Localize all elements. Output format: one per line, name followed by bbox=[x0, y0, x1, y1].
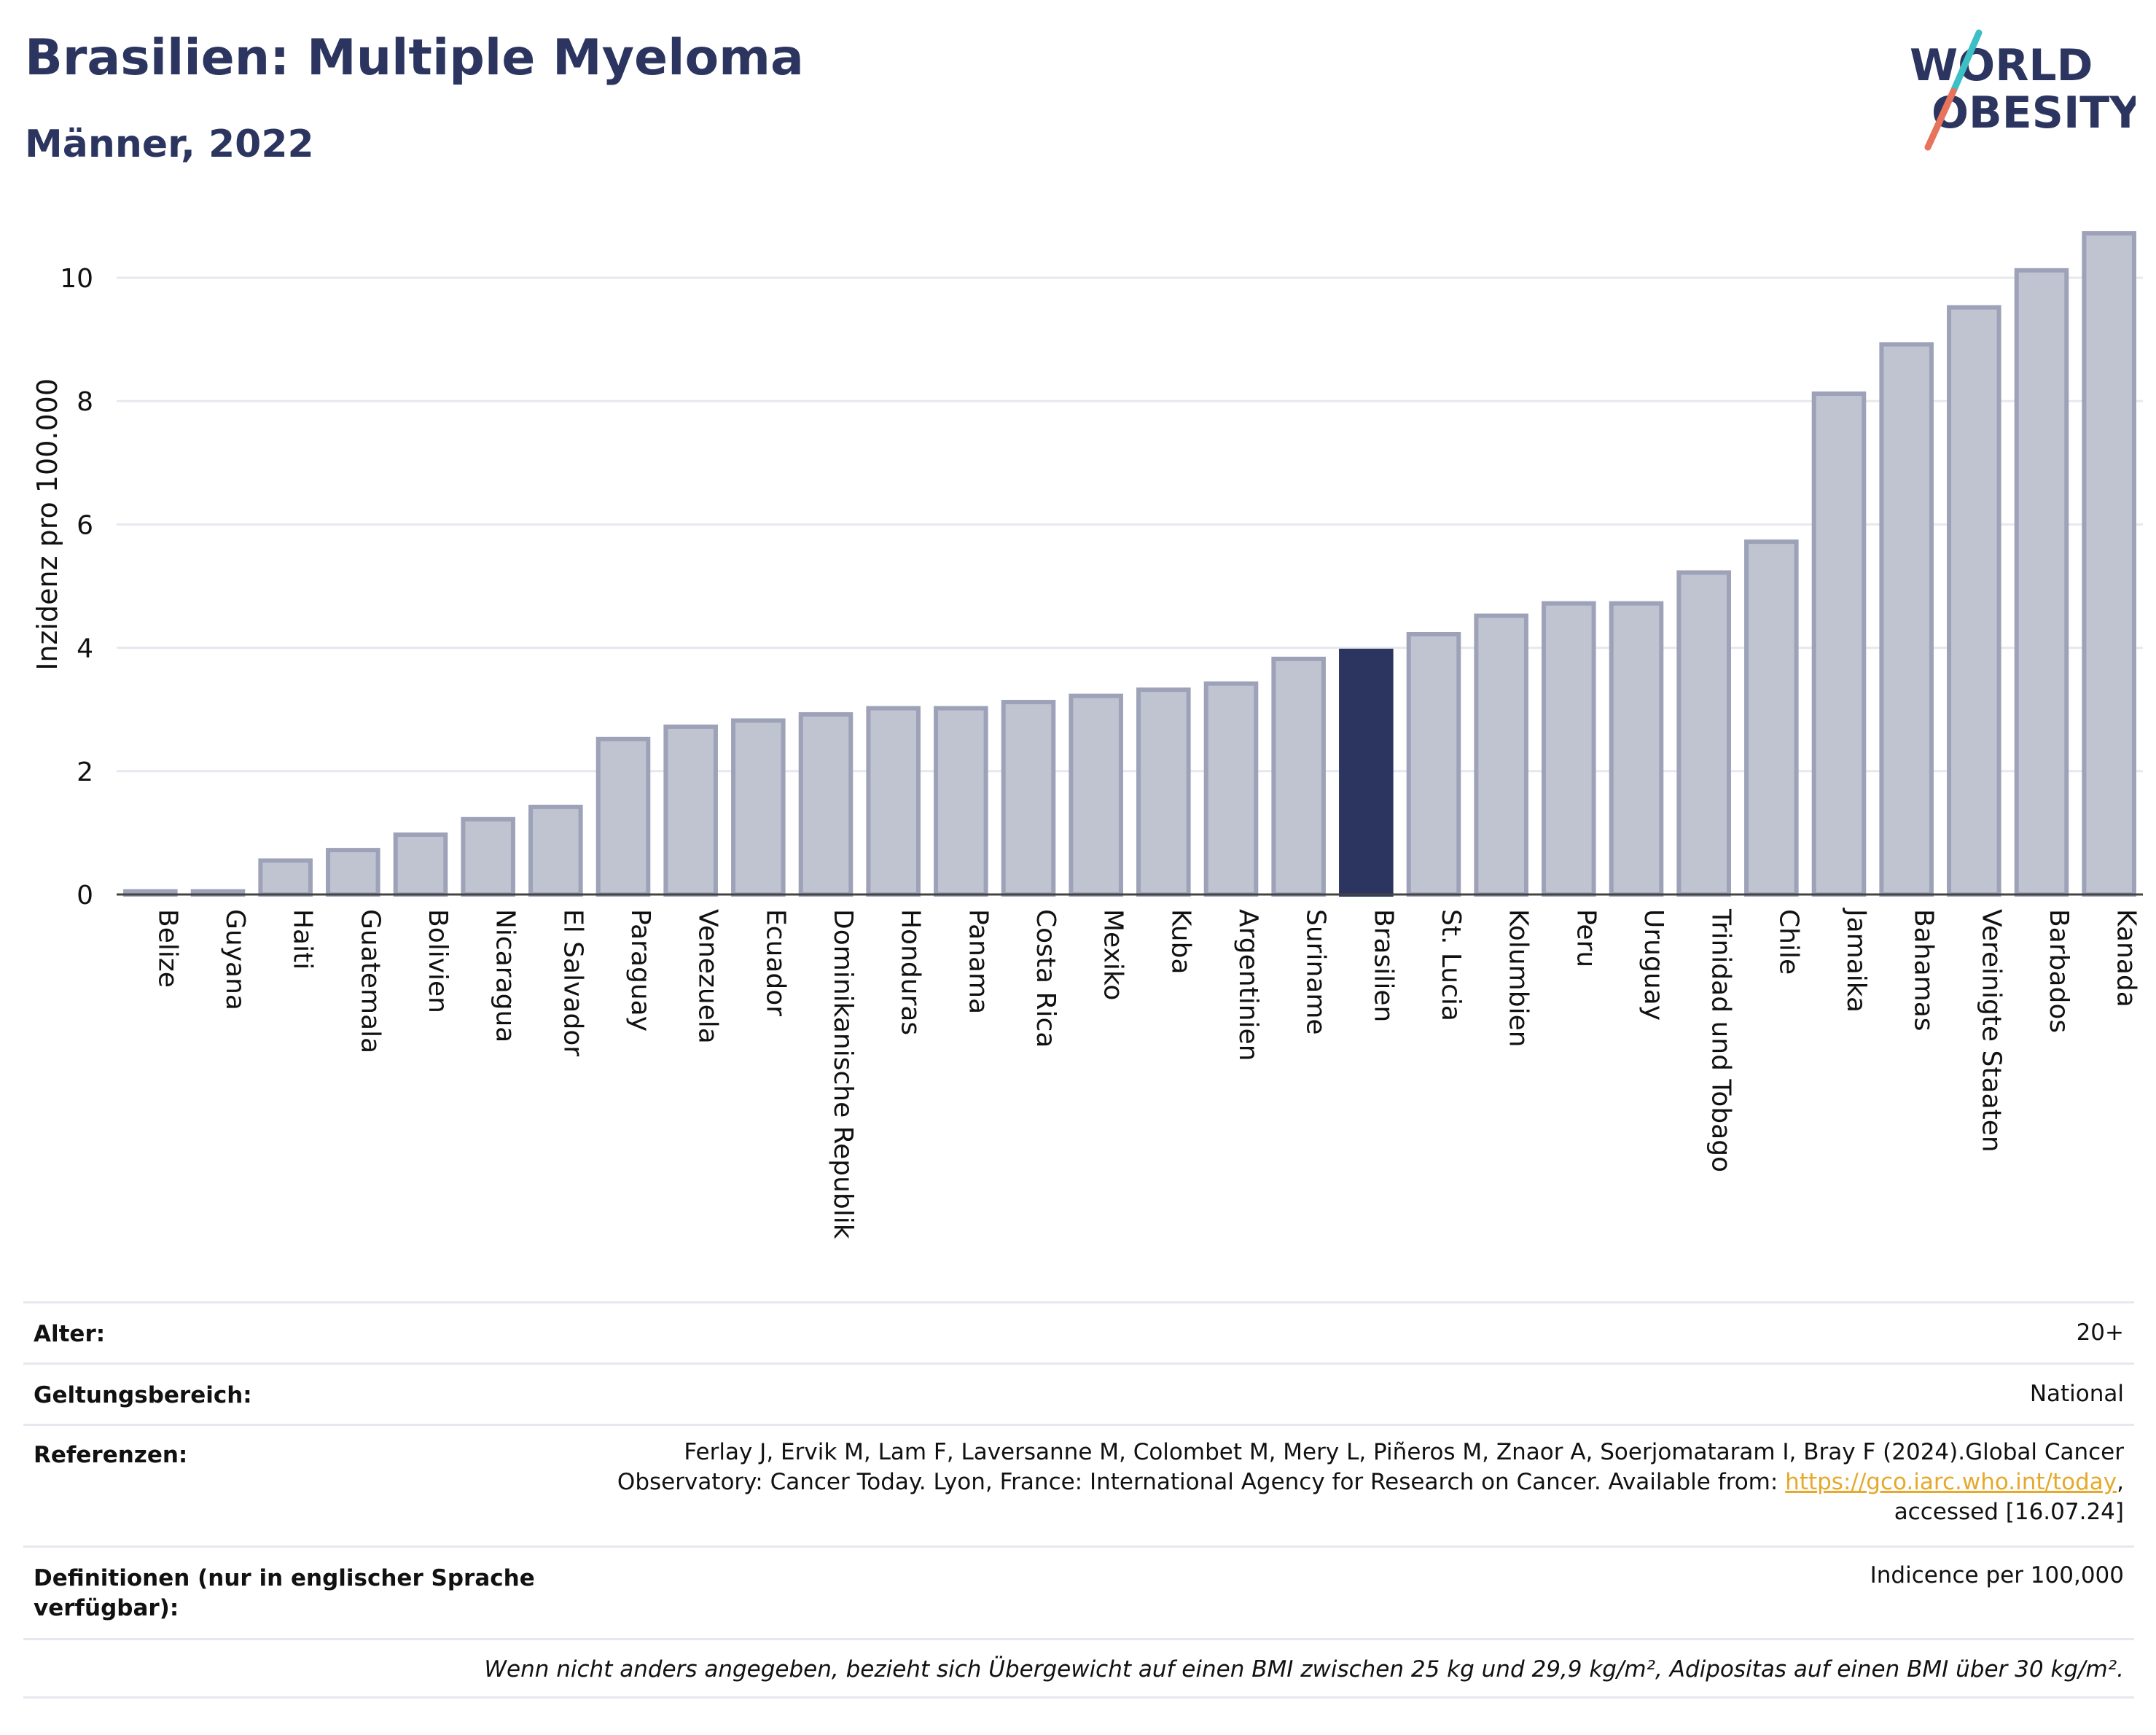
definitions-label: Definitionen (nur in englischer Sprache … bbox=[34, 1565, 535, 1621]
bar-ecuador[interactable] bbox=[731, 718, 786, 897]
x-tick-label: Brasilien bbox=[1368, 909, 1398, 1022]
meta-row-scope: Geltungsbereich: National bbox=[23, 1362, 2134, 1424]
references-label: Referenzen: bbox=[34, 1442, 188, 1468]
bar-barbados[interactable] bbox=[2014, 268, 2069, 897]
x-tick-label: Peru bbox=[1571, 909, 1601, 967]
definitions-value: Indicence per 100,000 bbox=[1870, 1562, 2124, 1588]
logo-text-world: WORLD bbox=[1910, 40, 2093, 91]
age-value: 20+ bbox=[2076, 1319, 2124, 1346]
y-tick-label: 6 bbox=[77, 510, 93, 540]
y-tick-label: 8 bbox=[77, 387, 93, 417]
x-tick-label: Belize bbox=[152, 909, 182, 988]
x-tick-label: Bahamas bbox=[1909, 909, 1939, 1032]
bar-st-lucia[interactable] bbox=[1406, 631, 1461, 897]
scope-label: Geltungsbereich: bbox=[34, 1382, 252, 1408]
x-tick-label: Suriname bbox=[1301, 909, 1331, 1035]
x-tick-label: Kanada bbox=[2112, 909, 2141, 1007]
x-tick-label: Nicaragua bbox=[491, 909, 520, 1042]
bar-dominikanische-republik[interactable] bbox=[798, 711, 854, 897]
world-obesity-logo: WORLD OBESITY bbox=[1910, 29, 2136, 151]
bar-kuba[interactable] bbox=[1136, 687, 1191, 897]
x-tick-label: Jamaika bbox=[1841, 908, 1871, 1013]
x-tick-label: Guyana bbox=[220, 909, 250, 1010]
x-tick-label: Panama bbox=[963, 909, 993, 1014]
x-tick-label: Barbados bbox=[2044, 909, 2074, 1033]
x-tick-label: Chile bbox=[1773, 909, 1803, 975]
y-tick-label: 4 bbox=[77, 634, 93, 664]
x-tick-label: Kuba bbox=[1165, 909, 1195, 975]
bar-peru[interactable] bbox=[1542, 601, 1596, 897]
x-tick-label: Costa Rica bbox=[1031, 909, 1061, 1048]
age-label: Alter: bbox=[34, 1321, 106, 1347]
meta-row-note: Wenn nicht anders angegeben, bezieht sic… bbox=[23, 1638, 2134, 1699]
y-tick-label: 10 bbox=[60, 264, 93, 294]
footnote: Wenn nicht anders angegeben, bezieht sic… bbox=[484, 1656, 2124, 1683]
x-tick-label: Paraguay bbox=[625, 909, 655, 1032]
bar-el-salvador[interactable] bbox=[528, 804, 583, 897]
bar-suriname[interactable] bbox=[1271, 656, 1326, 897]
meta-row-age: Alter: 20+ bbox=[23, 1301, 2134, 1362]
bar-jamaika[interactable] bbox=[1811, 391, 1867, 897]
bar-panama[interactable] bbox=[934, 706, 988, 897]
x-tick-label: Vereinigte Staaten bbox=[1976, 909, 2006, 1153]
bar-uruguay[interactable] bbox=[1609, 601, 1664, 897]
x-tick-label: Venezuela bbox=[693, 909, 723, 1044]
bar-bolivien[interactable] bbox=[393, 832, 448, 897]
bar-honduras[interactable] bbox=[866, 706, 921, 897]
chart-subtitle: Männer, 2022 bbox=[25, 122, 314, 166]
bar-venezuela[interactable] bbox=[663, 724, 718, 897]
bar-kolumbien[interactable] bbox=[1474, 613, 1528, 897]
meta-row-definitions: Definitionen (nur in englischer Sprache … bbox=[23, 1545, 2134, 1638]
x-tick-label: Dominikanische Republik bbox=[828, 909, 858, 1239]
meta-row-references: Referenzen: Ferlay J, Ervik M, Lam F, La… bbox=[23, 1424, 2134, 1545]
x-tick-label: Bolivien bbox=[423, 909, 453, 1013]
bar-mexiko[interactable] bbox=[1069, 693, 1123, 897]
y-tick-label: 0 bbox=[77, 881, 93, 911]
x-tick-label: Uruguay bbox=[1639, 909, 1668, 1021]
x-tick-label: Trinidad und Tobago bbox=[1706, 908, 1736, 1172]
x-tick-label: Honduras bbox=[896, 909, 926, 1035]
references-value: Ferlay J, Ervik M, Lam F, Laversanne M, … bbox=[448, 1438, 2124, 1527]
logo-slash-teal bbox=[1950, 29, 1983, 95]
x-tick-label: Guatemala bbox=[355, 909, 385, 1053]
x-tick-label: Argentinien bbox=[1233, 909, 1263, 1061]
y-tick-label: 2 bbox=[77, 757, 93, 787]
references-line-2: Observatory: Cancer Today. Lyon, France:… bbox=[448, 1467, 2124, 1497]
bar-costa-rica[interactable] bbox=[1001, 700, 1056, 897]
bar-nicaragua[interactable] bbox=[461, 816, 515, 897]
bar-bahamas[interactable] bbox=[1879, 342, 1934, 897]
references-text: Observatory: Cancer Today. Lyon, France:… bbox=[617, 1469, 1786, 1495]
x-tick-label: El Salvador bbox=[558, 909, 587, 1056]
logo-text-obesity: OBESITY bbox=[1932, 87, 2136, 139]
x-tick-label: Kolumbien bbox=[1504, 909, 1534, 1048]
chart-title: Brasilien: Multiple Myeloma bbox=[25, 29, 804, 87]
bar-haiti[interactable] bbox=[258, 858, 313, 897]
bar-chart: 0 2 4 6 8 10 Belize Guyana Haiti Guatemala Bolivie… bbox=[31, 231, 2143, 1239]
chart-metadata: Alter: 20+ Geltungsbereich: National Ref… bbox=[23, 1301, 2134, 1699]
y-axis-label: Inzidenz pro 100.000 bbox=[31, 378, 63, 671]
bar-paraguay[interactable] bbox=[595, 736, 651, 897]
x-tick-label: St. Lucia bbox=[1436, 909, 1466, 1021]
bar-trinidad-und-tobago[interactable] bbox=[1676, 570, 1731, 897]
bar-vereinigte-staaten[interactable] bbox=[1947, 305, 2001, 897]
bar-argentinien[interactable] bbox=[1203, 681, 1259, 897]
references-line-3: accessed [16.07.24] bbox=[1894, 1499, 2124, 1525]
references-link[interactable]: https://gco.iarc.who.int/today bbox=[1785, 1469, 2117, 1495]
bar-brasilien[interactable] bbox=[1339, 648, 1394, 897]
bar-kanada[interactable] bbox=[2082, 231, 2136, 897]
logo-slash-coral bbox=[1924, 87, 1957, 151]
bar-chile[interactable] bbox=[1744, 539, 1799, 897]
scope-value: National bbox=[2029, 1381, 2124, 1407]
references-comma: , bbox=[2117, 1469, 2124, 1495]
x-tick-label: Mexiko bbox=[1098, 909, 1128, 1000]
x-tick-label: Haiti bbox=[288, 909, 318, 970]
bar-guatemala[interactable] bbox=[326, 848, 380, 897]
references-line-1: Ferlay J, Ervik M, Lam F, Laversanne M, … bbox=[684, 1439, 2124, 1465]
x-tick-label: Ecuador bbox=[760, 909, 790, 1016]
